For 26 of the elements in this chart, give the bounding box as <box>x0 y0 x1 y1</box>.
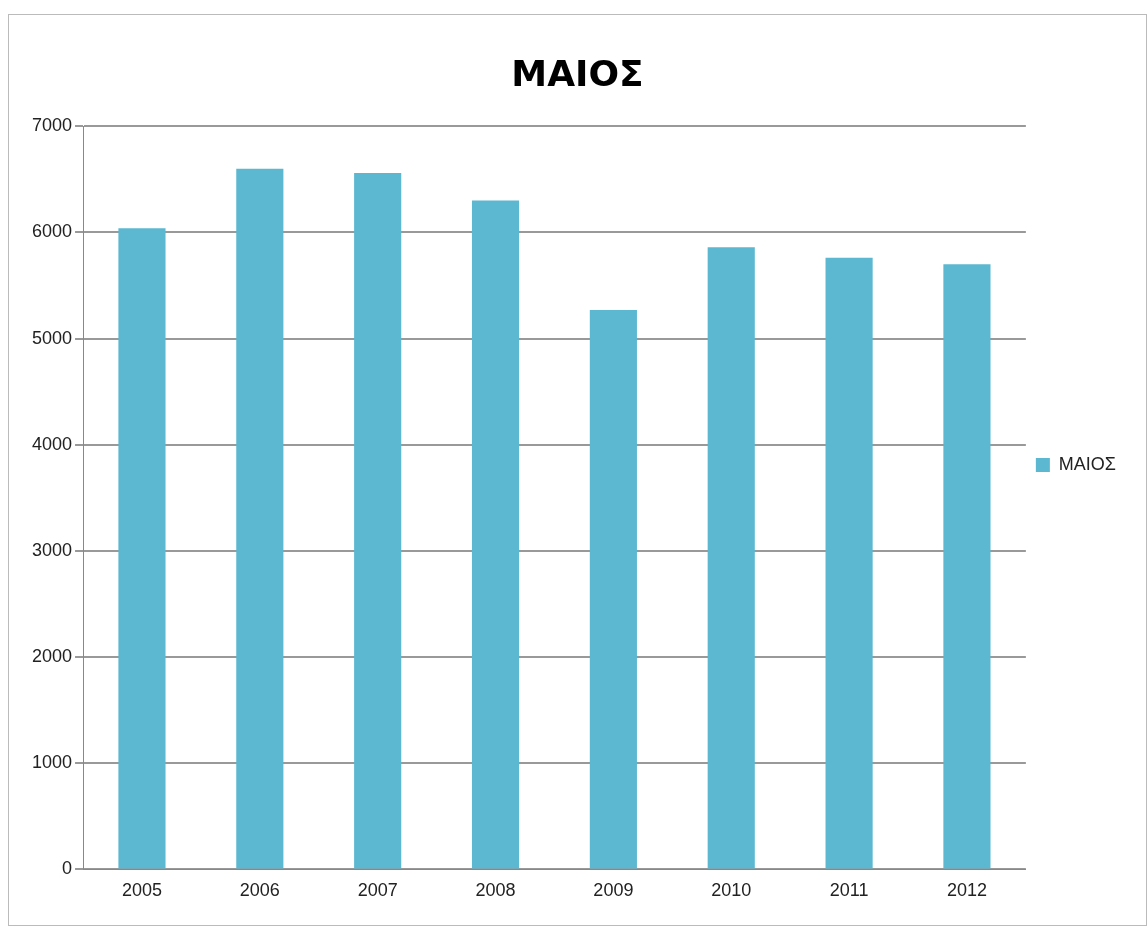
x-tick-label: 2006 <box>239 880 280 901</box>
bar <box>354 172 402 869</box>
bar <box>589 309 637 869</box>
y-tick-label: 0 <box>62 858 73 879</box>
bar <box>118 228 166 869</box>
bar <box>943 264 991 869</box>
bar <box>825 257 873 869</box>
x-tick-label: 2009 <box>593 880 634 901</box>
x-tick-label: 2011 <box>829 880 869 901</box>
y-tick-label: 5000 <box>32 327 73 348</box>
x-tick-label: 2012 <box>946 880 987 901</box>
bar <box>471 200 520 869</box>
bar <box>236 168 284 869</box>
y-tick-label: 7000 <box>32 115 73 136</box>
x-tick-label: 2007 <box>357 880 398 901</box>
x-tick-label: 2005 <box>121 880 162 901</box>
y-tick-label: 2000 <box>32 646 73 667</box>
y-tick-label: 4000 <box>32 433 73 454</box>
x-tick-label: 2008 <box>475 880 516 901</box>
y-tick-label: 1000 <box>32 752 73 773</box>
chart-title: ΜΑΙΟΣ <box>511 52 644 94</box>
x-tick-label: 2010 <box>711 880 752 901</box>
legend-label: ΜΑΙΟΣ <box>1058 453 1117 474</box>
y-tick-label: 6000 <box>32 221 73 242</box>
bar <box>707 247 755 869</box>
y-tick-label: 3000 <box>32 539 73 560</box>
